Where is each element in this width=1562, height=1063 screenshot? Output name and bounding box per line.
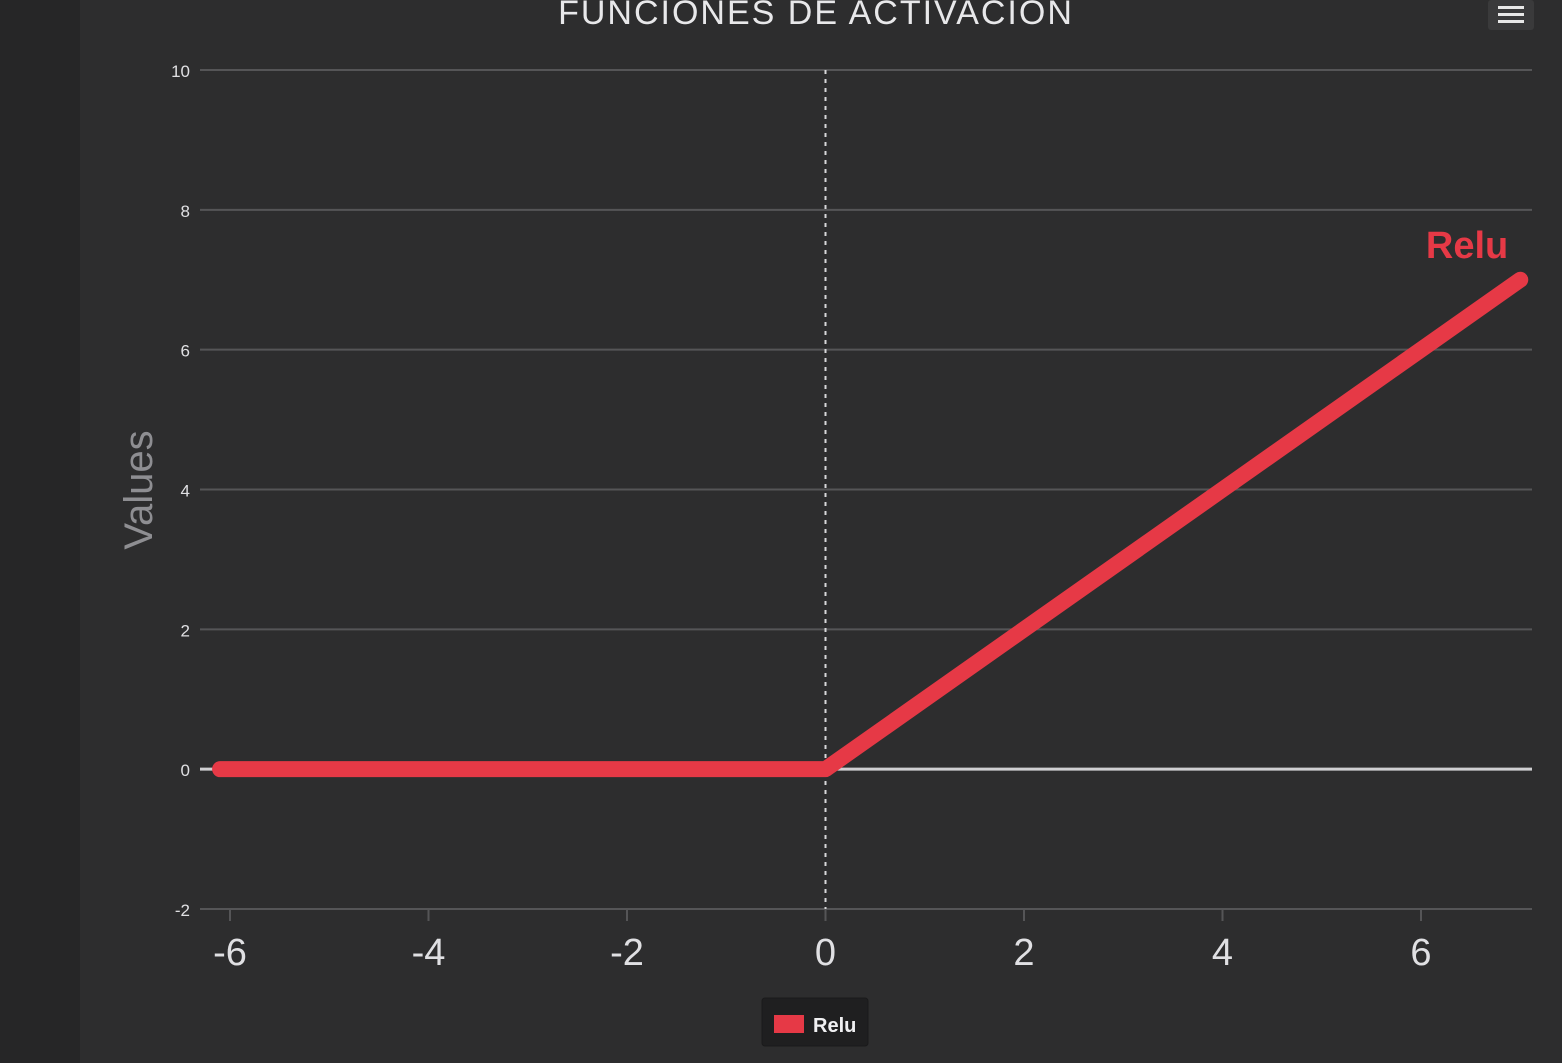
x-tick-label: 2 [1013, 932, 1034, 974]
x-tick-label: -2 [610, 932, 644, 974]
y-tick-label: 2 [181, 621, 190, 640]
x-tick-label: 0 [815, 932, 836, 974]
series-line-relu[interactable] [212, 271, 1529, 778]
x-axis-ticks: -6 -4 -2 0 2 4 6 [213, 909, 1432, 974]
legend[interactable]: Relu [761, 997, 869, 1047]
x-tick-label: 4 [1212, 932, 1233, 974]
series-end-label: Relu [1426, 225, 1508, 267]
legend-box [761, 997, 869, 1047]
y-tick-label: 6 [181, 342, 190, 361]
y-tick-label: -2 [175, 901, 190, 920]
series-group: Relu [212, 225, 1529, 778]
chart-menu-button[interactable] [1488, 0, 1534, 30]
gridlines [200, 69, 1532, 910]
legend-swatch [774, 1015, 804, 1033]
y-tick-label: 10 [171, 62, 190, 81]
y-tick-label: 0 [181, 761, 190, 780]
left-panel-edge [0, 0, 80, 1063]
y-axis-ticks: -2 0 2 4 6 8 10 [171, 62, 190, 920]
y-axis-label: Values [117, 430, 161, 549]
x-tick-label: 6 [1410, 932, 1431, 974]
y-tick-label: 4 [181, 482, 190, 501]
chart-title: FUNCIONES DE ACTIVACION [558, 0, 1074, 32]
x-tick-label: -4 [412, 932, 446, 974]
y-tick-label: 8 [181, 202, 190, 221]
legend-label[interactable]: Relu [813, 1015, 856, 1037]
x-tick-label: -6 [213, 932, 247, 974]
